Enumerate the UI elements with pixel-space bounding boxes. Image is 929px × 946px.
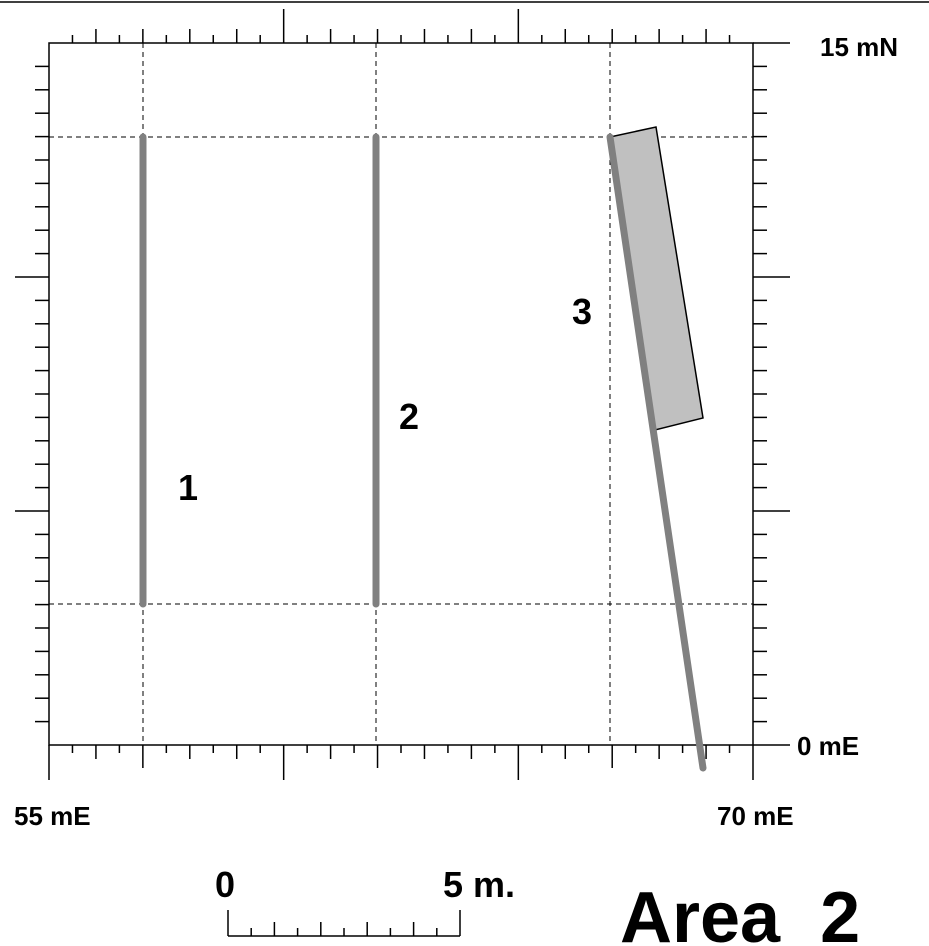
north-label: 15 mN xyxy=(820,32,898,62)
excavation-area xyxy=(609,126,704,431)
scale-start: 0 xyxy=(215,864,235,905)
trench-label: 3 xyxy=(572,291,592,332)
east-label: 70 mE xyxy=(717,801,794,831)
trenches xyxy=(139,133,707,772)
trench-label: 1 xyxy=(178,467,198,508)
west-label: 55 mE xyxy=(14,801,91,831)
scale-end: 5 m. xyxy=(443,864,515,905)
ticks xyxy=(15,9,790,780)
scale-bar xyxy=(227,910,461,937)
origin-label: 0 mE xyxy=(797,731,859,761)
area-title: Area 2 xyxy=(620,878,860,946)
trench-label: 2 xyxy=(399,396,419,437)
trench xyxy=(606,133,707,772)
